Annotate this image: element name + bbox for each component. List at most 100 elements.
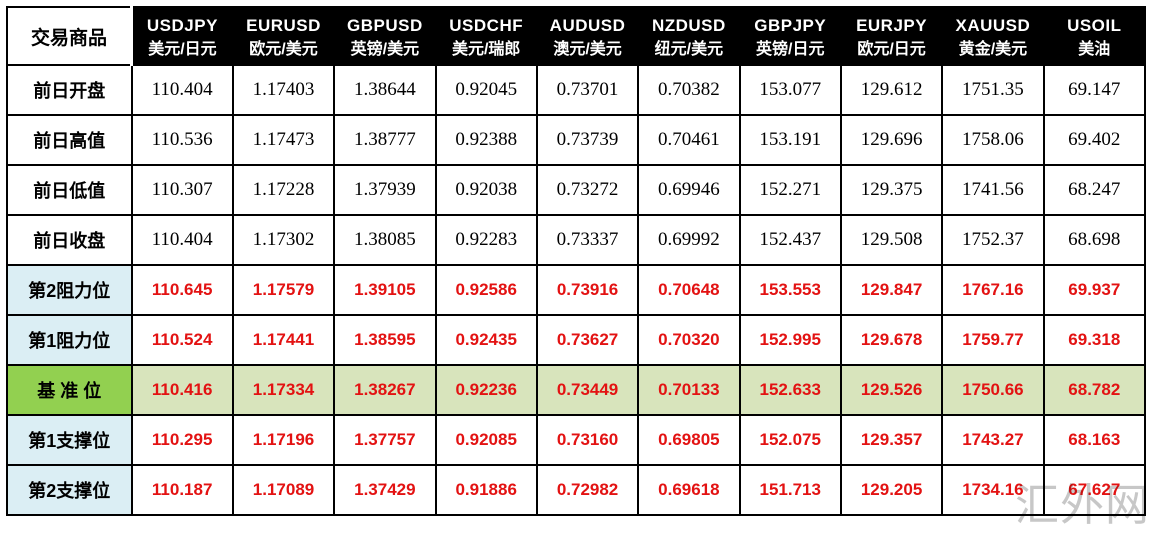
value-cell: 129.375 [839, 164, 944, 216]
value-cell: 1.17473 [231, 114, 336, 166]
table-row: 基 准 位 110.416 1.17334 1.38267 0.92236 0.73449… [6, 364, 1147, 416]
value-cell: 68.163 [1042, 414, 1147, 466]
table-body: 前日开盘 110.404 1.17403 1.38644 0.92045 0.73701 0… [6, 64, 1147, 516]
value-cell: 69.318 [1042, 314, 1147, 366]
forex-pivot-table: 交易商品 USDJPY 美元/日元 EURUSD 欧元/美元 GBPUSD 英镑/美元 USD… [6, 6, 1147, 516]
row-label: 第1阻力位 [6, 314, 133, 366]
column-symbol: XAUUSD [955, 15, 1031, 35]
value-cell: 0.92435 [434, 314, 538, 366]
table-row: 前日高值 110.536 1.17473 1.38777 0.92388 0.73739 0… [6, 114, 1147, 166]
value-cell: 152.075 [738, 414, 842, 466]
column-header-audusd: AUDUSD 澳元/美元 [535, 6, 640, 66]
value-cell: 1767.16 [941, 264, 1045, 316]
value-cell: 129.847 [839, 264, 944, 316]
value-cell: 1.17228 [231, 164, 336, 216]
column-symbol: GBPUSD [346, 15, 423, 35]
table-row: 第1阻力位 110.524 1.17441 1.38595 0.92435 0.73627… [6, 314, 1147, 366]
value-cell: 0.69805 [637, 414, 741, 466]
value-cell: 0.92045 [434, 64, 538, 116]
value-cell: 110.416 [130, 364, 234, 416]
row-label: 前日收盘 [6, 214, 133, 266]
value-cell: 0.92038 [434, 164, 538, 216]
value-cell: 129.612 [839, 64, 944, 116]
value-cell: 1.37757 [333, 414, 437, 466]
column-name-cn: 美油 [1078, 40, 1111, 58]
row-label: 第2支撑位 [6, 464, 133, 516]
value-cell: 1758.06 [941, 114, 1045, 166]
value-cell: 1.38085 [333, 214, 437, 266]
column-name-cn: 欧元/美元 [249, 40, 318, 58]
column-name-cn: 英镑/美元 [350, 40, 420, 58]
value-cell: 0.69618 [637, 464, 741, 516]
column-symbol: EURJPY [856, 15, 928, 35]
column-header-eurjpy: EURJPY 欧元/日元 [839, 6, 944, 66]
value-cell: 0.72982 [535, 464, 640, 516]
value-cell: 152.995 [738, 314, 842, 366]
column-symbol: NZDUSD [651, 15, 726, 35]
value-cell: 0.92085 [434, 414, 538, 466]
value-cell: 152.271 [738, 164, 842, 216]
value-cell: 110.404 [130, 214, 234, 266]
value-cell: 0.92236 [434, 364, 538, 416]
value-cell: 0.92586 [434, 264, 538, 316]
value-cell: 1.39105 [333, 264, 437, 316]
row-label: 前日开盘 [6, 64, 133, 116]
row-label: 第1支撑位 [6, 414, 133, 466]
column-name-cn: 纽元/美元 [654, 40, 724, 58]
value-cell: 1743.27 [941, 414, 1045, 466]
column-header-gbpjpy: GBPJPY 英镑/日元 [738, 6, 842, 66]
value-cell: 0.69992 [637, 214, 741, 266]
table-row: 第2支撑位 110.187 1.17089 1.37429 0.91886 0.72982… [6, 464, 1147, 516]
row-label: 第2阻力位 [6, 264, 133, 316]
value-cell: 0.70461 [637, 114, 741, 166]
value-cell: 0.73701 [535, 64, 640, 116]
row-label: 前日高值 [6, 114, 133, 166]
value-cell: 0.69946 [637, 164, 741, 216]
value-cell: 1.38595 [333, 314, 437, 366]
column-name-cn: 欧元/日元 [857, 40, 926, 58]
value-cell: 110.524 [130, 314, 234, 366]
value-cell: 0.73272 [535, 164, 640, 216]
value-cell: 69.937 [1042, 264, 1147, 316]
column-symbol: USDJPY [146, 15, 218, 35]
value-cell: 1.38777 [333, 114, 437, 166]
value-cell: 68.247 [1042, 164, 1147, 216]
value-cell: 1.17579 [231, 264, 336, 316]
value-cell: 153.077 [738, 64, 842, 116]
column-symbol: USOIL [1067, 15, 1122, 35]
column-name-cn: 英镑/日元 [756, 40, 825, 58]
value-cell: 68.698 [1042, 214, 1147, 266]
value-cell: 129.696 [839, 114, 944, 166]
row-label: 前日低值 [6, 164, 133, 216]
column-header-nzdusd: NZDUSD 纽元/美元 [637, 6, 741, 66]
value-cell: 0.73449 [535, 364, 640, 416]
value-cell: 1.37939 [333, 164, 437, 216]
value-cell: 129.678 [839, 314, 944, 366]
value-cell: 110.645 [130, 264, 234, 316]
value-cell: 152.437 [738, 214, 842, 266]
table-row: 第2阻力位 110.645 1.17579 1.39105 0.92586 0.73916… [6, 264, 1147, 316]
column-name-cn: 美元/瑞郎 [451, 40, 521, 58]
column-header-usoil: USOIL 美油 [1042, 6, 1147, 66]
column-name-cn: 黄金/美元 [958, 40, 1028, 58]
table-row: 前日收盘 110.404 1.17302 1.38085 0.92283 0.73337 0… [6, 214, 1147, 266]
value-cell: 1.17302 [231, 214, 336, 266]
column-symbol: EURUSD [246, 15, 321, 35]
header-row: 交易商品 USDJPY 美元/日元 EURUSD 欧元/美元 GBPUSD 英镑/美元 USD… [6, 6, 1147, 66]
value-cell: 0.70320 [637, 314, 741, 366]
column-symbol: AUDUSD [549, 15, 626, 35]
value-cell: 0.73160 [535, 414, 640, 466]
value-cell: 0.70648 [637, 264, 741, 316]
value-cell: 110.404 [130, 64, 234, 116]
value-cell: 129.205 [839, 464, 944, 516]
value-cell: 129.526 [839, 364, 944, 416]
value-cell: 1741.56 [941, 164, 1045, 216]
value-cell: 1.38267 [333, 364, 437, 416]
corner-header: 交易商品 [6, 6, 133, 66]
value-cell: 0.70133 [637, 364, 741, 416]
value-cell: 0.70382 [637, 64, 741, 116]
value-cell: 1752.37 [941, 214, 1045, 266]
value-cell: 110.536 [130, 114, 234, 166]
column-name-cn: 美元/日元 [148, 40, 217, 58]
